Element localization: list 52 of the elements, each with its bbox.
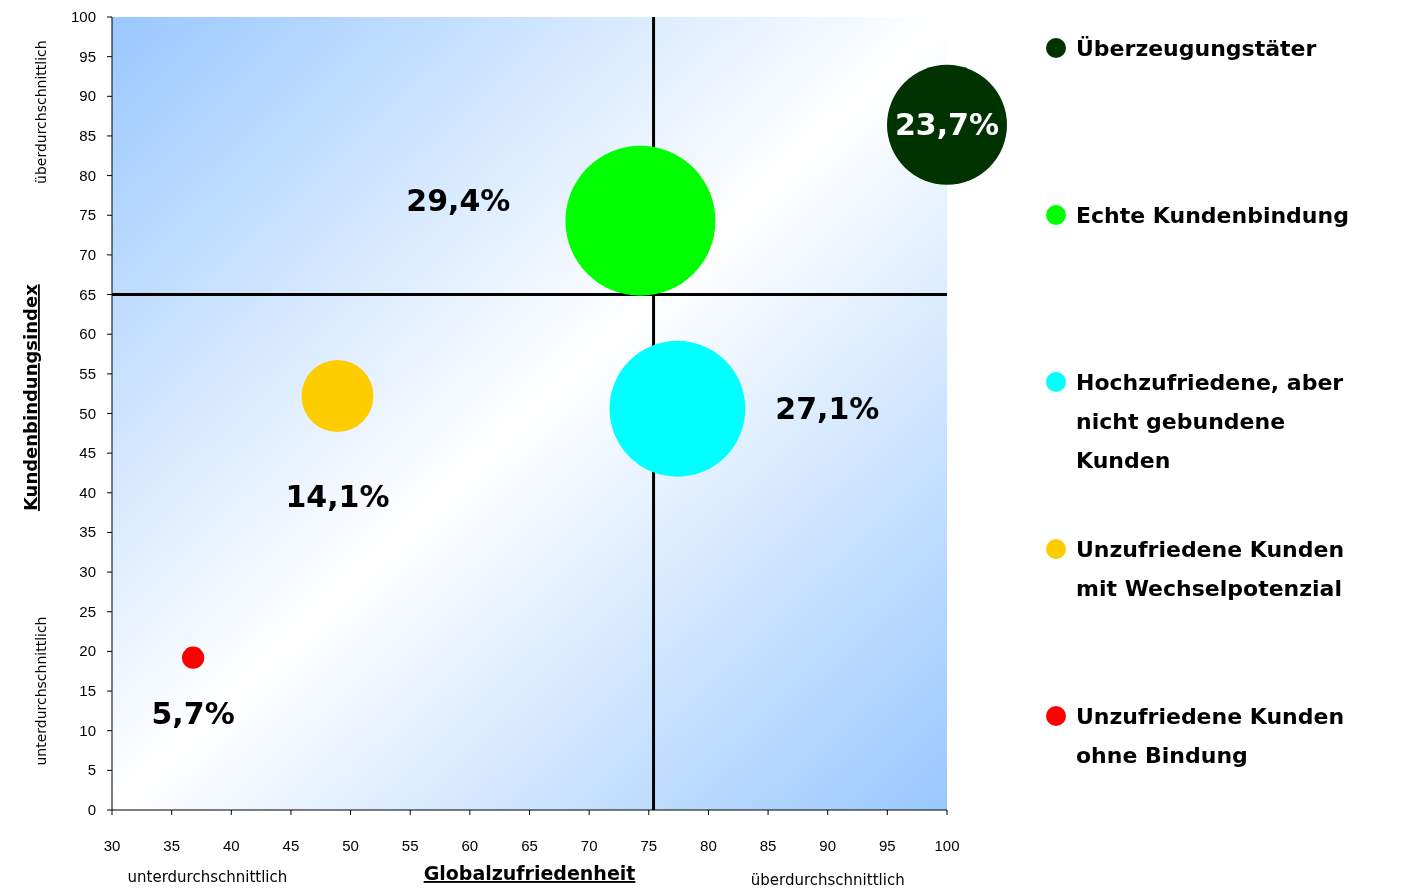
y-tick-label: 65 — [79, 285, 96, 303]
y-tick-label: 85 — [79, 126, 96, 144]
x-tick-label: 45 — [282, 837, 300, 854]
annotation: 23,7% — [894, 106, 1000, 142]
text: unterdurchschnittlich — [33, 616, 49, 766]
x-axis-title: Globalzufriedenheit — [423, 862, 636, 884]
x-tick-label: 70 — [580, 837, 598, 854]
x-tick-label: 90 — [819, 837, 837, 854]
legend-label: Echte Kundenbindung — [1076, 203, 1349, 228]
y-tick-label: 45 — [79, 444, 96, 462]
x-tick-label: 65 — [521, 837, 538, 854]
x-tick-label: 40 — [222, 837, 240, 854]
y-tick-label: 5 — [87, 761, 96, 779]
x-tick-label: 30 — [103, 837, 121, 854]
annotation: 5,7% — [151, 695, 235, 731]
x-tick-label: 60 — [461, 837, 479, 854]
annotation: 14,1% — [285, 479, 390, 515]
legend-label: Unzufriedene Kunden ohne Bindung — [1076, 704, 1345, 768]
y-tick-label: 20 — [79, 642, 96, 660]
y-tick-label: 25 — [79, 602, 96, 620]
y-tick-label: 35 — [79, 523, 96, 541]
x-tick-label: 80 — [700, 837, 717, 854]
y-tick-label: 30 — [79, 563, 96, 581]
y-tick-label: 90 — [79, 87, 96, 105]
legend-label: Hochzufriedene, aber nicht gebundene Kunden — [1076, 370, 1344, 473]
y-tick-label: 70 — [79, 245, 96, 263]
x-tick-label: 55 — [401, 837, 419, 854]
annotation: 27,1% — [775, 390, 880, 426]
x-tick-label: 95 — [879, 837, 896, 854]
text: überdurchschnittlich — [33, 40, 49, 184]
x-tick-label: 35 — [163, 837, 180, 854]
legend-label: Überzeugungstäter — [1076, 36, 1317, 61]
y-tick-label: 60 — [79, 325, 96, 343]
x-tick-label: 85 — [759, 837, 777, 854]
legend-label: Unzufriedene Kunden mit Wechselpotenzial — [1076, 537, 1345, 601]
y-tick-label: 40 — [79, 483, 96, 501]
y-tick-label: 0 — [87, 801, 96, 818]
y-tick-label: 100 — [70, 8, 96, 25]
y-tick-label: 80 — [79, 166, 96, 184]
y-tick-label: 55 — [79, 364, 96, 382]
y-tick-label: 95 — [79, 47, 96, 65]
y-axis-title: Kundenbindungsindex — [20, 283, 41, 512]
y-tick-label: 50 — [79, 404, 96, 422]
y-tick-label: 10 — [79, 721, 96, 739]
text: überdurchschnittlich — [750, 871, 905, 889]
text: unterdurchschnittlich — [127, 868, 288, 886]
x-tick-label: 75 — [640, 837, 658, 854]
y-tick-label: 75 — [79, 206, 96, 224]
x-tick-label: 100 — [934, 837, 960, 854]
y-tick-label: 15 — [79, 682, 96, 700]
annotation: 29,4% — [406, 182, 511, 218]
x-tick-label: 50 — [342, 837, 359, 854]
